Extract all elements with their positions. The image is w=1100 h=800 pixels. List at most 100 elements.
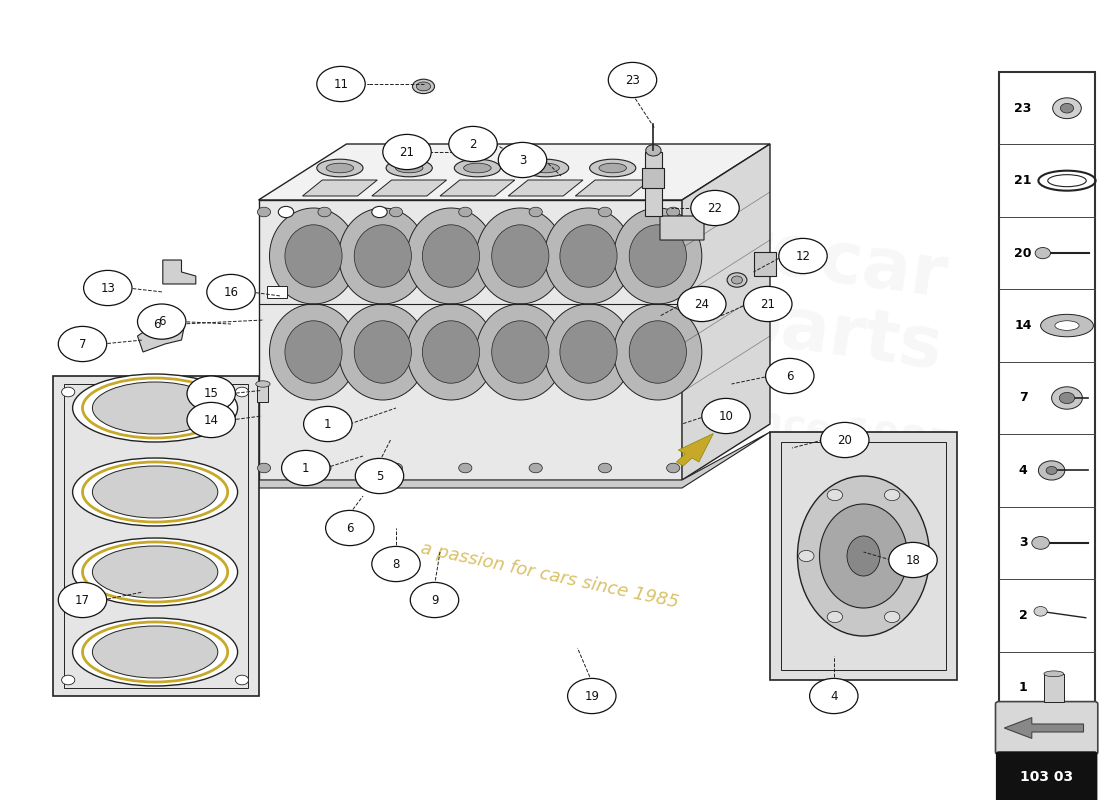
Circle shape bbox=[1035, 247, 1050, 258]
Circle shape bbox=[810, 678, 858, 714]
Circle shape bbox=[257, 207, 271, 217]
Text: 13: 13 bbox=[100, 282, 116, 294]
Polygon shape bbox=[258, 432, 770, 488]
Circle shape bbox=[58, 326, 107, 362]
Ellipse shape bbox=[1044, 671, 1064, 677]
Ellipse shape bbox=[532, 163, 560, 173]
Polygon shape bbox=[508, 180, 583, 196]
Ellipse shape bbox=[820, 504, 908, 608]
Ellipse shape bbox=[407, 304, 495, 400]
Ellipse shape bbox=[396, 163, 422, 173]
Ellipse shape bbox=[629, 225, 686, 287]
Ellipse shape bbox=[1041, 314, 1093, 337]
Bar bbox=[257, 384, 268, 402]
Circle shape bbox=[389, 463, 403, 473]
Text: 4: 4 bbox=[830, 690, 837, 702]
Text: 9: 9 bbox=[431, 594, 438, 606]
Ellipse shape bbox=[614, 304, 702, 400]
Ellipse shape bbox=[492, 321, 549, 383]
Text: 103 03: 103 03 bbox=[1020, 770, 1074, 784]
Ellipse shape bbox=[416, 82, 430, 90]
Circle shape bbox=[529, 207, 542, 217]
Circle shape bbox=[1038, 461, 1065, 480]
Ellipse shape bbox=[600, 163, 627, 173]
Circle shape bbox=[667, 463, 680, 473]
Text: 6: 6 bbox=[154, 318, 161, 330]
Text: eurocar: eurocar bbox=[632, 200, 952, 312]
FancyBboxPatch shape bbox=[996, 702, 1098, 754]
Ellipse shape bbox=[476, 208, 564, 304]
Text: 20: 20 bbox=[837, 434, 852, 446]
Polygon shape bbox=[258, 144, 770, 200]
Circle shape bbox=[326, 510, 374, 546]
Text: 4: 4 bbox=[1019, 464, 1027, 477]
Circle shape bbox=[235, 387, 249, 397]
Circle shape bbox=[84, 270, 132, 306]
FancyArrow shape bbox=[676, 434, 713, 466]
Circle shape bbox=[304, 406, 352, 442]
Ellipse shape bbox=[646, 145, 661, 156]
Ellipse shape bbox=[270, 304, 358, 400]
Circle shape bbox=[278, 206, 294, 218]
Text: 3: 3 bbox=[1019, 536, 1027, 550]
Circle shape bbox=[598, 207, 612, 217]
Text: 19: 19 bbox=[584, 690, 600, 702]
Text: 12: 12 bbox=[795, 250, 811, 262]
Circle shape bbox=[138, 304, 186, 339]
Circle shape bbox=[1046, 466, 1057, 474]
Circle shape bbox=[766, 358, 814, 394]
Ellipse shape bbox=[73, 374, 238, 442]
Ellipse shape bbox=[727, 273, 747, 287]
Ellipse shape bbox=[454, 159, 500, 177]
Ellipse shape bbox=[73, 458, 238, 526]
Ellipse shape bbox=[92, 546, 218, 598]
Circle shape bbox=[318, 207, 331, 217]
Polygon shape bbox=[138, 322, 185, 352]
Circle shape bbox=[459, 463, 472, 473]
Circle shape bbox=[62, 675, 75, 685]
Circle shape bbox=[1059, 392, 1075, 403]
Circle shape bbox=[529, 463, 542, 473]
Ellipse shape bbox=[354, 225, 411, 287]
FancyBboxPatch shape bbox=[642, 168, 664, 188]
Circle shape bbox=[884, 490, 900, 501]
Polygon shape bbox=[258, 200, 682, 480]
Circle shape bbox=[913, 550, 928, 562]
Text: 22: 22 bbox=[707, 202, 723, 214]
Text: 1: 1 bbox=[302, 462, 309, 474]
Circle shape bbox=[1034, 606, 1047, 616]
Circle shape bbox=[598, 463, 612, 473]
Text: 14: 14 bbox=[1014, 319, 1032, 332]
Circle shape bbox=[799, 550, 814, 562]
Ellipse shape bbox=[317, 159, 363, 177]
Circle shape bbox=[821, 422, 869, 458]
Circle shape bbox=[257, 463, 271, 473]
Ellipse shape bbox=[798, 476, 930, 636]
Text: 18: 18 bbox=[905, 554, 921, 566]
Ellipse shape bbox=[629, 321, 686, 383]
Polygon shape bbox=[372, 180, 447, 196]
Circle shape bbox=[459, 207, 472, 217]
Text: 15: 15 bbox=[204, 387, 219, 400]
Circle shape bbox=[779, 238, 827, 274]
Ellipse shape bbox=[522, 159, 569, 177]
Polygon shape bbox=[770, 432, 957, 680]
Circle shape bbox=[282, 450, 330, 486]
FancyBboxPatch shape bbox=[645, 152, 662, 216]
Circle shape bbox=[678, 286, 726, 322]
Ellipse shape bbox=[407, 208, 495, 304]
FancyBboxPatch shape bbox=[997, 752, 1097, 800]
Polygon shape bbox=[781, 442, 946, 670]
Bar bbox=[1044, 674, 1064, 702]
Ellipse shape bbox=[492, 225, 549, 287]
Text: 1: 1 bbox=[1019, 682, 1027, 694]
Text: 7: 7 bbox=[79, 338, 86, 350]
Text: 14: 14 bbox=[204, 414, 219, 426]
Text: 17: 17 bbox=[75, 594, 90, 606]
Text: 5: 5 bbox=[376, 470, 383, 482]
Text: 6: 6 bbox=[158, 315, 165, 328]
Circle shape bbox=[449, 126, 497, 162]
Ellipse shape bbox=[326, 163, 353, 173]
Ellipse shape bbox=[560, 225, 617, 287]
Circle shape bbox=[317, 66, 365, 102]
